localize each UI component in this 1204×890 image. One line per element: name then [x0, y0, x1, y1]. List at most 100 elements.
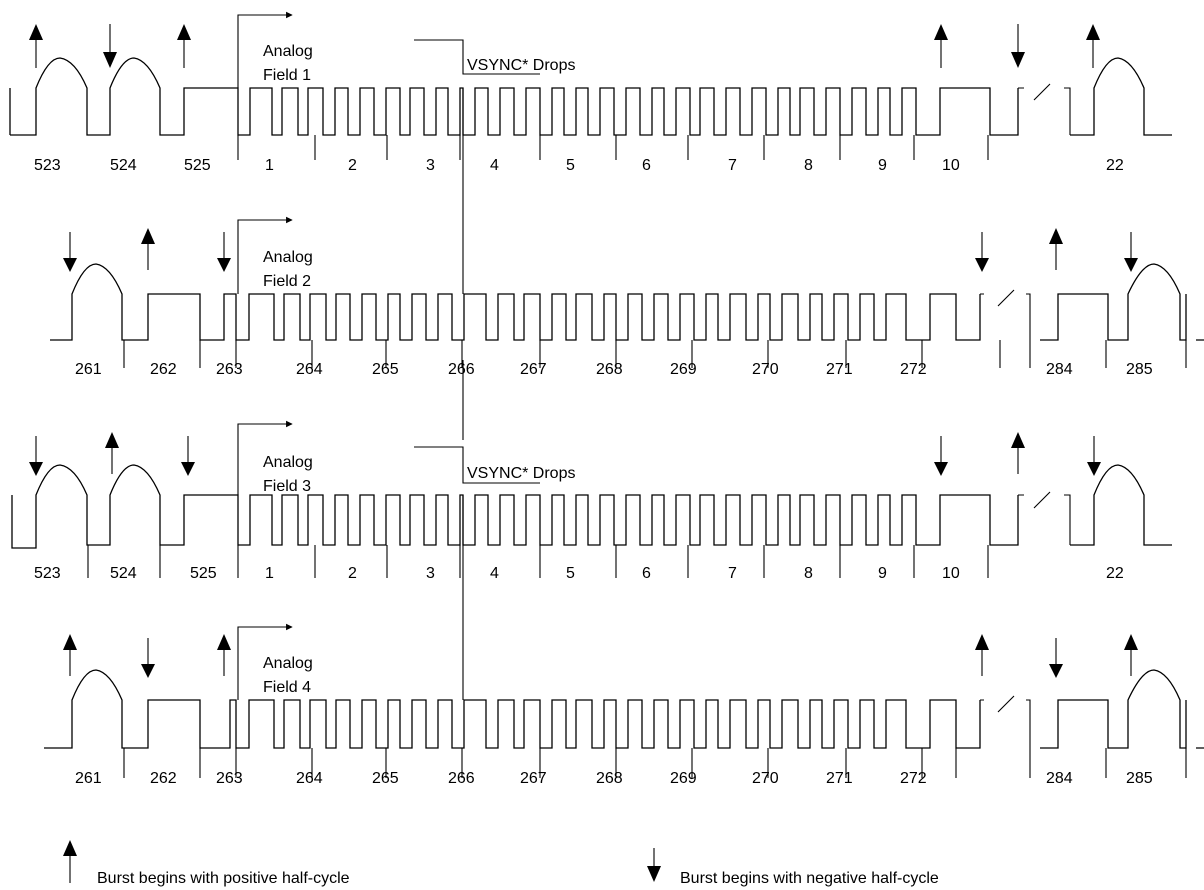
field-3-waveform — [11, 464, 1172, 549]
arrow-up-icon — [63, 840, 77, 883]
line-number: 525 — [184, 157, 211, 174]
line-number: 1 — [265, 565, 274, 582]
line-number: 3 — [426, 565, 435, 582]
arrow-up-icon — [1011, 432, 1025, 474]
analog-field-1-pointer — [237, 11, 293, 88]
line-number: 262 — [150, 361, 177, 378]
line-number: 9 — [878, 157, 887, 174]
field-4-continuation-gap — [980, 695, 1031, 748]
field-3-burst-markers — [29, 432, 1101, 476]
analog-field-3-label: Field 3 — [263, 478, 311, 495]
analog-field-3-pointer — [237, 420, 293, 495]
line-number: 261 — [75, 770, 102, 787]
line-number: 10 — [942, 565, 960, 582]
line-number: 267 — [520, 361, 547, 378]
arrow-up-icon — [975, 634, 989, 676]
line-number: 8 — [804, 565, 813, 582]
line-number: 10 — [942, 157, 960, 174]
arrow-down-icon — [1011, 24, 1025, 68]
line-number: 2 — [348, 565, 357, 582]
line-number: 284 — [1046, 770, 1073, 787]
arrow-down-icon — [1049, 638, 1063, 678]
analog-field-4-pointer — [237, 623, 293, 700]
field-1-continuation-gap — [1018, 83, 1071, 135]
field-4-line-ticks — [123, 748, 1187, 778]
line-number: 4 — [490, 157, 499, 174]
field-4-line-numbers: 261 262 263 264 265 266 267 268 269 270 … — [75, 770, 1153, 787]
field-1-row: 523 524 525 1 2 3 4 5 6 7 8 9 10 22 Anal… — [9, 11, 1172, 174]
line-number: 266 — [448, 770, 475, 787]
line-number: 6 — [642, 565, 651, 582]
line-number: 264 — [296, 770, 323, 787]
legend: Burst begins with positive half-cycle Bu… — [63, 840, 939, 887]
line-number: 524 — [110, 157, 137, 174]
analog-field-2-pointer — [237, 216, 293, 294]
line-number: 524 — [110, 565, 137, 582]
line-number: 9 — [878, 565, 887, 582]
field-2-line-ticks — [123, 340, 1187, 368]
arrow-up-icon — [177, 24, 191, 68]
line-number: 2 — [348, 157, 357, 174]
arrow-down-icon — [141, 638, 155, 678]
field-2-waveform — [50, 263, 1204, 341]
line-number: 271 — [826, 770, 853, 787]
arrow-down-icon — [63, 232, 77, 272]
line-number: 6 — [642, 157, 651, 174]
line-number: 8 — [804, 157, 813, 174]
analog-field-3-label: Analog — [263, 454, 313, 471]
field-1-line-numbers: 523 524 525 1 2 3 4 5 6 7 8 9 10 22 — [34, 157, 1124, 174]
arrow-down-icon — [29, 436, 43, 476]
legend-negative-label: Burst begins with negative half-cycle — [680, 870, 939, 887]
arrow-down-icon — [217, 232, 231, 272]
line-number: 265 — [372, 361, 399, 378]
field-1-line-ticks — [237, 135, 989, 160]
analog-field-4-label: Analog — [263, 655, 313, 672]
arrow-down-icon — [1087, 436, 1101, 476]
line-number: 523 — [34, 565, 61, 582]
line-number: 7 — [728, 157, 737, 174]
line-number: 22 — [1106, 565, 1124, 582]
line-number: 4 — [490, 565, 499, 582]
line-number: 271 — [826, 361, 853, 378]
arrow-up-icon — [105, 432, 119, 474]
vsync-drop-indicator — [414, 39, 540, 75]
arrow-up-icon — [1124, 634, 1138, 676]
vsync-drop-indicator — [414, 446, 540, 484]
line-number: 22 — [1106, 157, 1124, 174]
field-2-burst-markers — [63, 228, 1138, 272]
analog-field-1-label: Analog — [263, 43, 313, 60]
analog-field-4-label: Field 4 — [263, 679, 311, 696]
line-number: 266 — [448, 361, 475, 378]
line-number: 263 — [216, 770, 243, 787]
vsync-drop-label: VSYNC* Drops — [467, 57, 575, 74]
field-3-line-ticks — [87, 545, 989, 578]
analog-field-1-label: Field 1 — [263, 67, 311, 84]
arrow-down-icon — [934, 436, 948, 476]
arrow-up-icon — [63, 634, 77, 676]
line-number: 3 — [426, 157, 435, 174]
arrow-down-icon — [181, 436, 195, 476]
field-4-burst-markers — [63, 634, 1138, 678]
line-number: 269 — [670, 361, 697, 378]
arrow-down-icon — [1124, 232, 1138, 272]
line-number: 269 — [670, 770, 697, 787]
analog-field-2-label: Field 2 — [263, 273, 311, 290]
line-number: 261 — [75, 361, 102, 378]
line-number: 270 — [752, 770, 779, 787]
line-number: 272 — [900, 361, 927, 378]
line-number: 263 — [216, 361, 243, 378]
arrow-up-icon — [217, 634, 231, 676]
arrow-up-icon — [141, 228, 155, 270]
line-number: 1 — [265, 157, 274, 174]
line-number: 262 — [150, 770, 177, 787]
arrow-up-icon — [934, 24, 948, 68]
line-number: 284 — [1046, 361, 1073, 378]
arrow-up-icon — [1086, 24, 1100, 68]
line-number: 525 — [190, 565, 217, 582]
field-2-line-numbers: 261 262 263 264 265 266 267 268 269 270 … — [75, 361, 1153, 378]
line-number: 267 — [520, 770, 547, 787]
line-number: 285 — [1126, 361, 1153, 378]
line-number: 268 — [596, 770, 623, 787]
analog-field-2-label: Analog — [263, 249, 313, 266]
arrow-up-icon — [1049, 228, 1063, 270]
